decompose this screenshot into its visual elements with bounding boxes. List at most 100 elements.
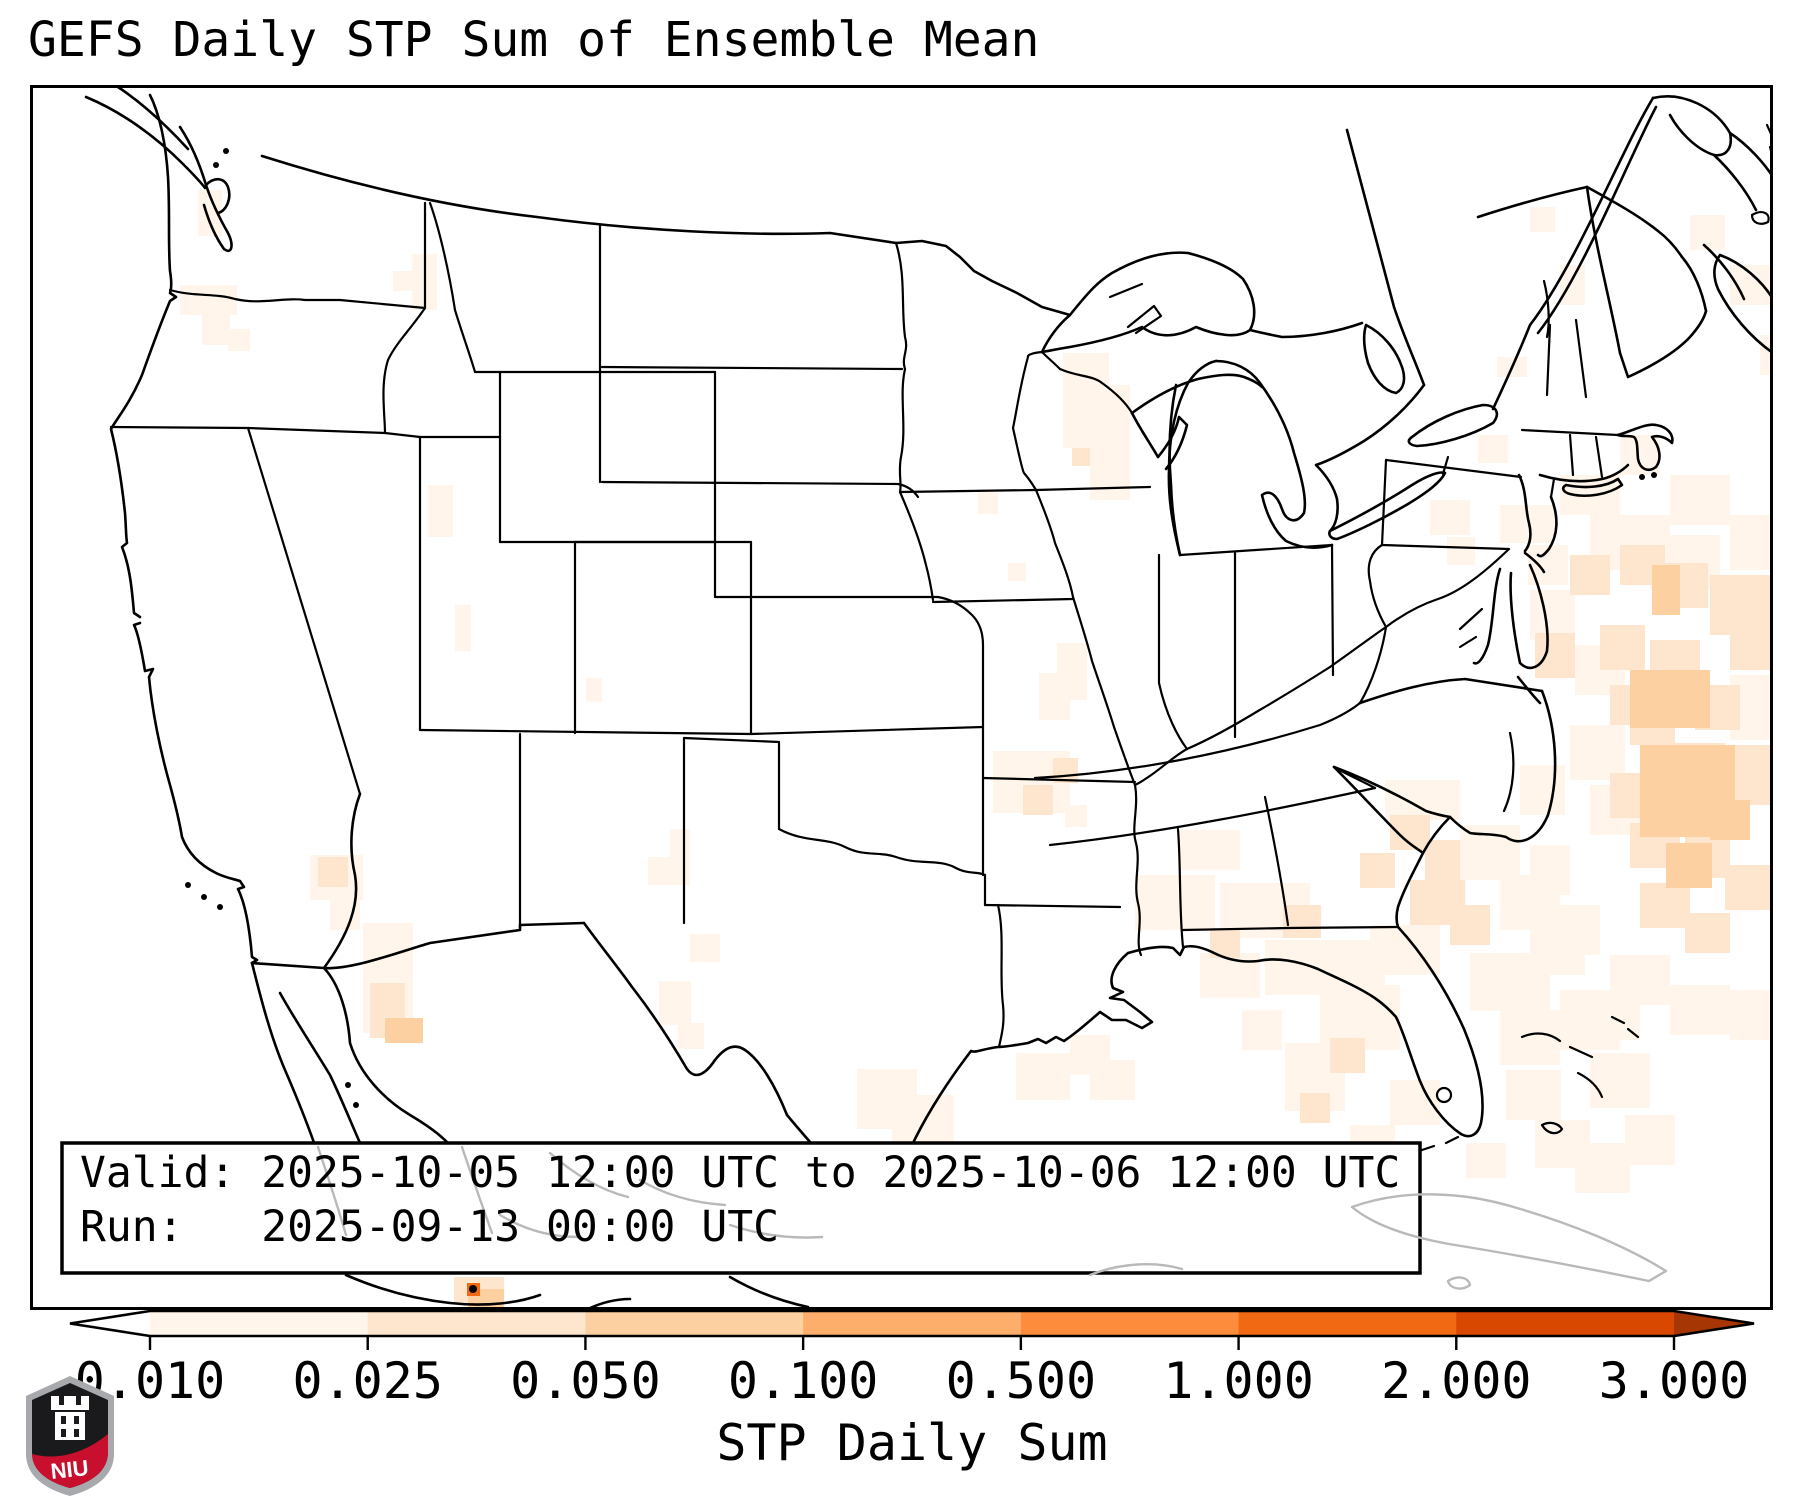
heatmap-cell: [1072, 448, 1090, 466]
heatmap-cell: [1478, 435, 1508, 463]
colorbar-tick-label: 0.025: [292, 1352, 443, 1410]
colorbar-segment: [1456, 1311, 1675, 1336]
heatmap-cell: [1600, 625, 1645, 670]
heatmap-cell: [1180, 830, 1240, 870]
heatmap-cell: [1730, 515, 1773, 570]
heatmap-cell: [678, 1023, 704, 1049]
nova-scotia: [1714, 255, 1773, 353]
heatmap-cell: [1730, 615, 1773, 670]
ny-pa-border: [1386, 460, 1521, 477]
us-map: Valid: 2025-10-05 12:00 UTC to 2025-10-0…: [30, 85, 1773, 1310]
puget-sound: [180, 127, 231, 251]
mi-south-border: [1180, 545, 1332, 555]
ri-ct-borders: [1570, 435, 1602, 477]
san-juan-island: [213, 162, 219, 168]
vancouver-island: [86, 87, 205, 188]
wa-or-border: [170, 290, 425, 308]
heatmap-cell: [1300, 1093, 1330, 1123]
delmarva-peninsula: [1511, 565, 1548, 668]
florida-east-coast: [1398, 927, 1482, 1136]
colorbar: [0, 1306, 1803, 1356]
mexico-coast-dot: [469, 1285, 477, 1293]
heatmap-cell: [1630, 670, 1710, 728]
vermont-nh-border: [1576, 320, 1586, 397]
colorbar-over-arrow: [1674, 1311, 1754, 1336]
tn-nc-border: [1334, 767, 1375, 788]
niu-logo-text: NIU: [49, 1455, 89, 1484]
colorbar-segment: [585, 1311, 804, 1336]
st-lawrence-north-bank: [1538, 107, 1656, 333]
heatmap-cell: [228, 329, 250, 351]
heatmap-cell: [1570, 555, 1610, 595]
heatmap-cell: [659, 981, 691, 1025]
heatmap-cell: [1090, 1060, 1135, 1100]
michigan-mitten: [1216, 361, 1332, 548]
heatmap-cell: [428, 485, 453, 537]
chesapeake-bay: [1474, 569, 1500, 663]
heatmap-cell: [1090, 385, 1130, 500]
mn-wi-border: [1013, 352, 1042, 490]
heatmap-cell: [318, 857, 348, 887]
tx-la-sabine: [998, 905, 1004, 1047]
niu-logo: NIU: [22, 1374, 118, 1498]
gaspe-peninsula: [1653, 96, 1731, 155]
niagara-river: [1443, 457, 1448, 474]
heatmap-cell: [1330, 1038, 1365, 1073]
rappahannock: [1460, 637, 1476, 647]
map-black-lines: [86, 87, 1773, 1310]
heatmap-cell: [455, 605, 471, 651]
maine-coast: [1620, 311, 1706, 377]
il-in-border: [1159, 555, 1187, 749]
info-valid-line: Valid: 2025-10-05 12:00 UTC to 2025-10-0…: [80, 1148, 1400, 1198]
wi-mi-border: [1060, 369, 1132, 413]
colorbar-tick-label: 2.000: [1381, 1352, 1532, 1410]
heatmap-cell: [1590, 1053, 1650, 1108]
minnesota-north-border: [896, 241, 1070, 315]
heatmap-cell: [1670, 985, 1730, 1035]
colorado-river-border: [324, 794, 360, 968]
heatmap-cells: [180, 190, 1773, 1307]
heatmap-cell: [1450, 905, 1490, 945]
florida-keys: [1377, 1137, 1458, 1152]
delaware-river: [1519, 475, 1530, 551]
north-channel: [1250, 323, 1362, 337]
pamlico-sound: [1504, 733, 1513, 811]
or-ca-nv-border: [111, 427, 420, 437]
cape-cod: [1618, 425, 1672, 470]
channel-island-3: [217, 904, 223, 910]
colorbar-segment: [803, 1311, 1022, 1336]
georgian-bay: [1364, 325, 1404, 393]
bay-of-fundy: [1704, 245, 1744, 299]
potomac-river: [1460, 609, 1482, 629]
heatmap-cell: [1360, 853, 1395, 888]
delaware-bay: [1525, 553, 1544, 572]
massachusetts-north-border: [1522, 430, 1618, 435]
wi-il-border: [1036, 487, 1150, 490]
isle-of-youth: [1448, 1278, 1470, 1289]
castle-icon: [51, 1396, 89, 1440]
baja-island-2: [353, 1102, 359, 1108]
lake-huron-canada-shore: [1316, 385, 1424, 531]
wi-superior-corner: [1042, 352, 1060, 369]
heatmap-cell: [1053, 758, 1078, 783]
al-ga-border: [1265, 797, 1288, 925]
map-gray-lines: [318, 1147, 1666, 1288]
ky-va-border: [1360, 627, 1386, 703]
heatmap-cell: [1730, 990, 1773, 1040]
lake-michigan-east-shore: [1169, 361, 1216, 555]
id-mt-border: [430, 203, 475, 372]
heatmap-cell: [1670, 475, 1730, 525]
oh-pa-border: [1332, 545, 1333, 675]
heatmap-cell: [1500, 1010, 1560, 1065]
heatmap-cell: [1535, 633, 1575, 678]
rio-grande: [584, 923, 860, 1200]
wv-va-border: [1386, 549, 1509, 627]
heatmap-cell: [180, 285, 237, 315]
virginia-coast: [1518, 677, 1540, 703]
heatmap-cell: [1506, 1070, 1561, 1120]
maine-nb-border: [1587, 187, 1706, 311]
heatmap-cell: [1283, 905, 1321, 938]
hudson-river: [1551, 479, 1554, 497]
heatmap-cell: [385, 1018, 423, 1043]
mexico-state-borders: [318, 1147, 1182, 1275]
